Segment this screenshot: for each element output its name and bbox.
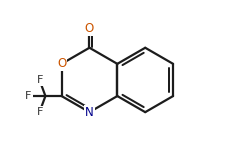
Text: F: F	[36, 107, 43, 117]
Text: O: O	[57, 57, 66, 70]
Text: F: F	[36, 75, 43, 85]
Text: F: F	[25, 91, 31, 101]
Text: O: O	[85, 22, 94, 35]
Text: N: N	[85, 106, 94, 119]
